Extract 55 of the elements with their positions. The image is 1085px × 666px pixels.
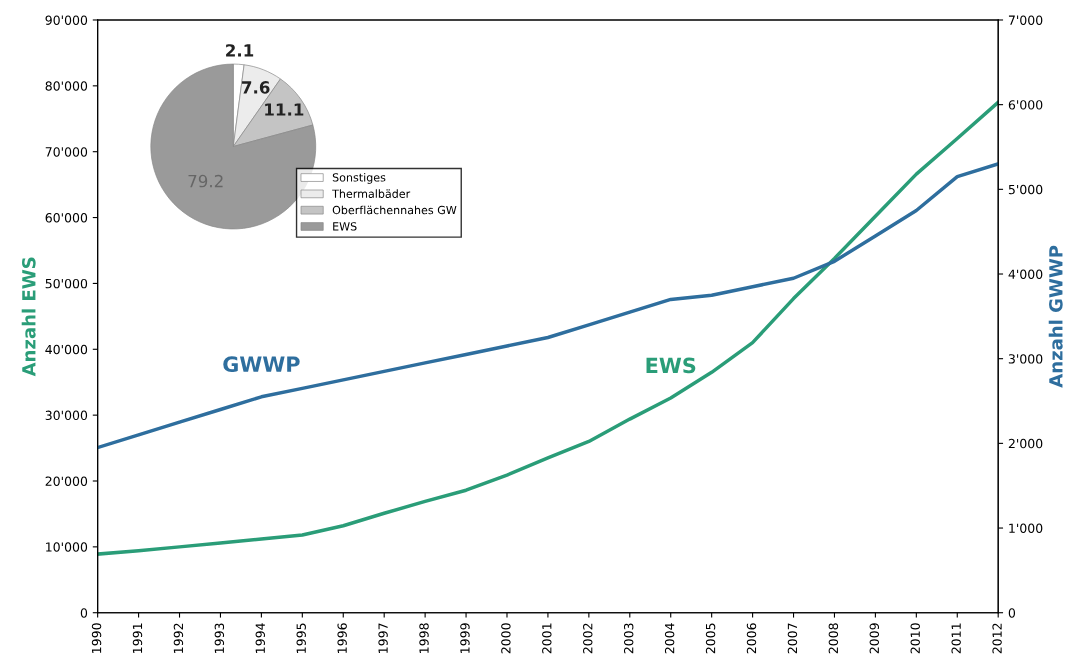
line-series [97,100,999,556]
x-tick-label: 2005 [705,623,716,654]
y2-tick-label: 7'000 [1008,15,1043,25]
y-axis-title: Anzahl EWS [21,257,36,377]
x-tick-label: 2003 [623,623,634,654]
x-tick-label: 2002 [583,623,593,654]
x-tick-label: 2006 [746,623,757,654]
x-tick-label: 2009 [869,623,880,654]
series-label: GWWP [223,356,300,373]
x-tick-label: 1990 [91,623,102,653]
line-series [97,162,999,450]
x-tick-label: 1991 [132,623,143,653]
x-tick-label: 1998 [419,623,429,653]
series-label: EWS [646,357,696,374]
y2-tick-label: 1'000 [1009,523,1043,533]
y-tick-label: 80'000 [45,81,88,91]
x-tick-label: 2008 [828,623,839,654]
x-tick-label: 1999 [460,623,470,653]
x-tick-label: 1994 [255,623,266,653]
y-tick-label: 60'000 [45,213,88,223]
y-tick-label: 50'000 [45,278,88,289]
x-tick-label: 2010 [910,623,920,654]
x-tick-label: 1993 [214,623,225,653]
y-tick-label: 20'000 [45,476,88,486]
y2-tick-label: 0 [1008,608,1016,618]
pie-slice [150,63,317,230]
x-tick-label: 2000 [501,623,511,654]
legend-label: EWS [333,222,357,231]
x-tick-label: 1997 [378,623,388,653]
x-tick-label: 2007 [787,623,798,654]
y2-axis-title: Anzahl GWWP [1048,245,1063,388]
data-label: 7.6 [242,81,270,94]
x-tick-label: 1995 [296,623,306,653]
y-tick-label: 0 [80,608,88,618]
x-tick-label: 1996 [337,623,347,653]
y2-tick-label: 2'000 [1008,438,1043,449]
y-tick-label: 70'000 [45,147,88,157]
y2-tick-label: 5'000 [1008,184,1043,195]
y2-tick-label: 3'000 [1008,354,1043,364]
x-tick-label: 2001 [542,623,552,654]
y-tick-label: 40'000 [45,344,88,355]
y-tick-label: 30'000 [45,410,88,421]
x-tick-label: 2012 [992,623,1002,654]
x-tick-label: 2011 [951,623,961,654]
y2-tick-label: 6'000 [1008,100,1043,110]
data-label: 11.1 [265,103,304,116]
y-tick-label: 90'000 [45,15,88,25]
legend-label: Oberflächennahes GW [332,205,457,215]
x-tick-label: 1992 [173,623,184,653]
legend-label: Sonstiges [332,173,386,184]
legend-label: Thermalbäder [332,189,411,198]
y-tick-label: 10'000 [46,542,88,552]
y2-tick-label: 4'000 [1008,269,1043,279]
x-tick-label: 2004 [664,623,675,654]
data-label: 2.1 [226,44,254,57]
